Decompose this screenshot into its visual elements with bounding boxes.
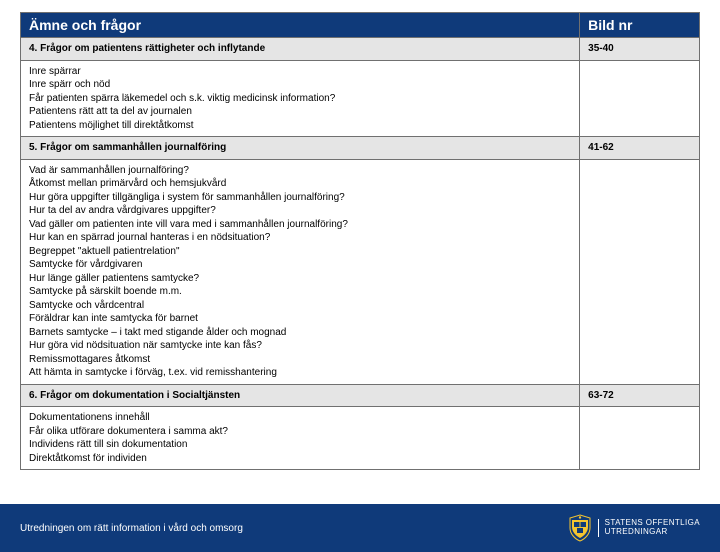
content-row: Dokumentationens innehåll Får olika utfö…: [21, 407, 700, 470]
empty-cell: [580, 407, 700, 470]
section-items: Dokumentationens innehåll Får olika utfö…: [21, 407, 580, 470]
section-range: 63-72: [580, 384, 700, 407]
table-header-row: Ämne och frågor Bild nr: [21, 13, 700, 38]
section-row: 5. Frågor om sammanhållen journalföring …: [21, 137, 700, 160]
section-title: 4. Frågor om patientens rättigheter och …: [21, 38, 580, 61]
section-row: 4. Frågor om patientens rättigheter och …: [21, 38, 700, 61]
crest-icon: [568, 514, 592, 542]
slide: Ämne och frågor Bild nr 4. Frågor om pat…: [0, 12, 720, 552]
content-row: Vad är sammanhållen journalföring? Åtkom…: [21, 159, 700, 384]
section-title: 5. Frågor om sammanhållen journalföring: [21, 137, 580, 160]
topics-table: Ämne och frågor Bild nr 4. Frågor om pat…: [20, 12, 700, 470]
content-row: Inre spärrar Inre spärr och nöd Får pati…: [21, 60, 700, 137]
footer-bar: Utredningen om rätt information i vård o…: [0, 504, 720, 552]
section-title: 6. Frågor om dokumentation i Socialtjäns…: [21, 384, 580, 407]
footer-caption: Utredningen om rätt information i vård o…: [20, 523, 243, 534]
sou-text: STATENS OFFENTLIGA UTREDNINGAR: [598, 519, 700, 537]
sou-line2: UTREDNINGAR: [605, 528, 700, 537]
footer-logo-block: STATENS OFFENTLIGA UTREDNINGAR: [568, 514, 700, 542]
section-items: Inre spärrar Inre spärr och nöd Får pati…: [21, 60, 580, 137]
header-topic: Ämne och frågor: [21, 13, 580, 38]
section-row: 6. Frågor om dokumentation i Socialtjäns…: [21, 384, 700, 407]
sou-logo: STATENS OFFENTLIGA UTREDNINGAR: [568, 514, 700, 542]
empty-cell: [580, 159, 700, 384]
section-items: Vad är sammanhållen journalföring? Åtkom…: [21, 159, 580, 384]
section-range: 35-40: [580, 38, 700, 61]
empty-cell: [580, 60, 700, 137]
section-range: 41-62: [580, 137, 700, 160]
header-bild: Bild nr: [580, 13, 700, 38]
